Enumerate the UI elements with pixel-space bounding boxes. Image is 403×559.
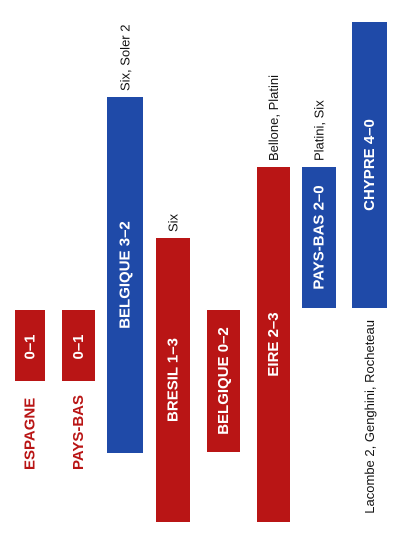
result-label: BRESIL 1–3 (165, 338, 182, 422)
result-label: CHYPRE 4–0 (361, 119, 378, 211)
scorers-label: Six, Soler 2 (118, 25, 133, 91)
result-bar (352, 22, 387, 308)
result-label: BELGIQUE 0–2 (215, 327, 232, 435)
result-bar (257, 167, 290, 522)
result-label: PAYS-BAS 2–0 (311, 185, 328, 289)
team-label: ESPAGNE (22, 398, 39, 470)
result-bar (302, 167, 336, 308)
scorers-label: Six (166, 213, 181, 232)
result-label: BELGIQUE 3–2 (117, 221, 134, 329)
result-label: EIRE 2–3 (265, 312, 282, 376)
result-bar (15, 310, 45, 381)
result-bar (107, 97, 143, 453)
scorers-label: Bellone, Platini (266, 75, 281, 161)
score-label: 0–1 (70, 334, 87, 359)
team-label: PAYS-BAS (70, 395, 87, 470)
score-label: 0–1 (22, 334, 39, 359)
scorers-label: Platini, Six (312, 100, 327, 161)
result-bar (156, 238, 190, 522)
result-bar (62, 310, 95, 381)
result-bar (207, 310, 240, 452)
scorers-label: Lacombe 2, Genghini, Rocheteau (362, 320, 377, 514)
